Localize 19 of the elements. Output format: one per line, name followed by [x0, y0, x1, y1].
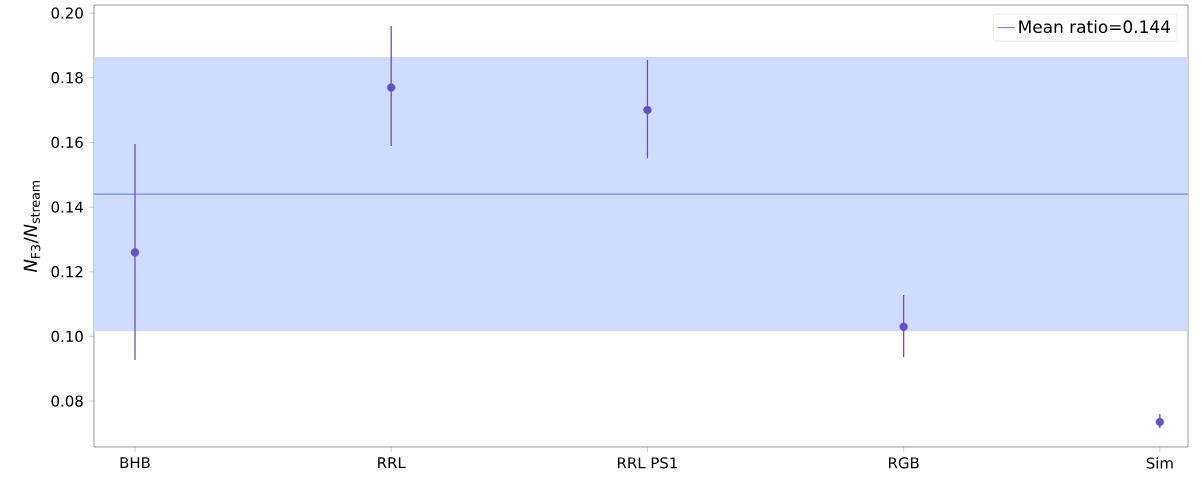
y-tick-label: 0.12: [51, 266, 83, 278]
point: [130, 248, 140, 257]
y-tick-label: 0.18: [51, 72, 83, 84]
y-tick-label: 0.16: [51, 136, 83, 149]
y-tick-label: 0.20: [51, 7, 83, 19]
point: [387, 83, 396, 92]
x-tick-label: BHB: [120, 457, 150, 469]
point: [899, 322, 908, 331]
point: [643, 105, 652, 115]
y-tick-label: 0.14: [51, 201, 83, 213]
x-tick-label: Sim: [1146, 457, 1173, 469]
legend-label: Mean ratio=0.144: [1019, 20, 1170, 34]
y-tick-label: 0.10: [51, 330, 83, 343]
point: [1155, 417, 1165, 427]
y-axis-title: N$_{F3}$/N$_{stream}$: [23, 181, 41, 273]
x-tick-label: RRL PS1: [617, 457, 677, 469]
x-tick-label: RGB: [889, 457, 919, 469]
y-tick-label: 0.08: [51, 395, 83, 407]
x-tick-label: RRL: [378, 457, 406, 469]
